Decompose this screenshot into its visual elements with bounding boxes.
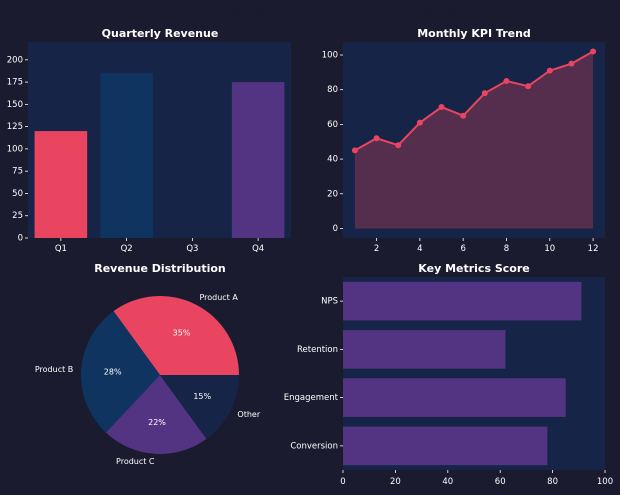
- quarterly-revenue-chart: Quarterly Revenue 0 25 50 75 100 125 150 175 200…: [7, 27, 291, 254]
- kpi-point: [590, 48, 597, 55]
- kpi-point: [481, 90, 488, 97]
- x-tick-label: 60: [495, 477, 506, 487]
- y-tick-label: 80: [327, 85, 338, 95]
- pie-pct-label: 22%: [148, 418, 166, 427]
- metric-bar-retention: [343, 330, 506, 369]
- metric-bar-conversion: [343, 426, 548, 466]
- revenue-distribution-chart: Revenue Distribution Product A 35% Product…: [35, 262, 261, 466]
- pie-slice-product-a: [113, 296, 239, 375]
- metric-bar-engagement: [343, 378, 566, 417]
- x-tick-label: Q2: [121, 244, 133, 254]
- y-tick-label: Retention: [297, 345, 338, 355]
- y-tick-label: 100: [322, 51, 338, 61]
- x-tick-label: 2: [374, 244, 379, 254]
- x-tick-label: Q3: [186, 244, 198, 254]
- y-tick-label: 125: [7, 122, 23, 132]
- pie-slice-product-c: [105, 375, 207, 455]
- x-tick-label: 8: [504, 244, 509, 254]
- kpi-point: [525, 83, 532, 90]
- revenue-bar-q4: [231, 82, 285, 238]
- revenue-bar-q2: [100, 73, 153, 238]
- x-tick-label: Q4: [252, 244, 264, 254]
- kpi-plot-area: [343, 42, 605, 238]
- kpi-point: [460, 112, 467, 119]
- y-tick-label: 100: [7, 144, 23, 154]
- key-metrics-chart: Key Metrics Score 0 20 40 60 80 100 Conversion…: [284, 262, 613, 487]
- monthly-kpi-chart: Monthly KPI Trend 0 20 40 60 80 100 2 4 6 8 10 12: [322, 27, 605, 254]
- revenue-bar-q1: [34, 131, 88, 238]
- x-tick-label: 6: [460, 244, 465, 254]
- kpi-area-fill: [354, 51, 594, 229]
- kpi-point: [503, 78, 510, 85]
- y-tick-label: 40: [327, 155, 338, 165]
- y-tick-label: 75: [12, 167, 23, 177]
- x-tick-label: 20: [390, 477, 401, 487]
- y-tick-label: 175: [7, 78, 23, 88]
- main-title: Data Analysis & Business Reporting: [164, 6, 457, 22]
- x-tick-label: Q1: [55, 244, 67, 254]
- x-tick-label: 40: [442, 477, 453, 487]
- kpi-point: [546, 67, 553, 74]
- kpi-line: [354, 50, 594, 152]
- y-tick-label: 50: [12, 189, 23, 199]
- kpi-point: [351, 147, 358, 154]
- monthly-kpi-title: Monthly KPI Trend: [417, 27, 531, 40]
- y-tick-label: Conversion: [290, 441, 338, 451]
- y-tick-label: 0: [333, 224, 338, 234]
- pie-pct-label: 35%: [173, 328, 191, 337]
- kpi-point: [395, 142, 402, 149]
- x-tick-label: 12: [588, 244, 599, 254]
- x-tick-label: 4: [417, 244, 422, 254]
- y-tick-label: 200: [7, 55, 23, 65]
- y-tick-label: Engagement: [284, 393, 339, 403]
- y-tick-label: 20: [327, 189, 338, 199]
- pie-pct-label: 28%: [104, 368, 122, 377]
- x-tick-label: 10: [544, 244, 555, 254]
- y-tick-label: 25: [12, 211, 23, 221]
- kpi-point: [568, 60, 575, 67]
- kpi-point: [438, 104, 445, 111]
- y-tick-label: 0: [18, 234, 23, 244]
- y-tick-label: NPS: [321, 297, 338, 307]
- y-tick-label: 60: [327, 120, 338, 130]
- pie-label-other: Other: [237, 410, 260, 419]
- pie-slice-product-b: [81, 311, 160, 433]
- pie-pct-label: 15%: [193, 392, 211, 401]
- x-tick-label: 80: [547, 477, 558, 487]
- kpi-point: [373, 135, 380, 142]
- pie-slice-other: [160, 375, 239, 439]
- revenue-distribution-title: Revenue Distribution: [94, 262, 226, 275]
- metric-bar-nps: [343, 281, 582, 321]
- quarterly-revenue-title: Quarterly Revenue: [102, 27, 219, 40]
- pie-label-product-b: Product B: [35, 365, 73, 374]
- key-metrics-title: Key Metrics Score: [418, 262, 529, 275]
- x-tick-label: 0: [340, 477, 345, 487]
- kpi-point: [416, 119, 423, 126]
- pie-label-product-c: Product C: [116, 457, 155, 466]
- x-tick-label: 100: [597, 477, 613, 487]
- y-tick-label: 150: [7, 100, 23, 110]
- pie-label-product-a: Product A: [199, 293, 238, 302]
